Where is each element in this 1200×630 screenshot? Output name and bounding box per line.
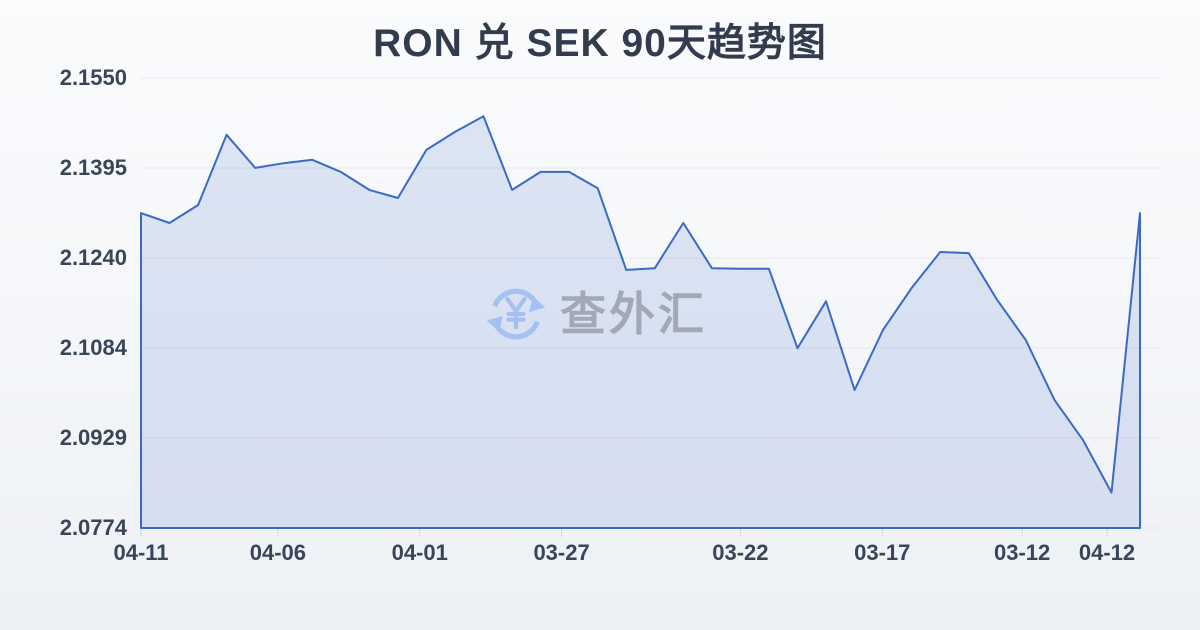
y-axis-label: 2.1395 [59, 155, 127, 180]
x-axis-label: 03-12 [993, 540, 1051, 565]
currency-exchange-icon [486, 288, 546, 340]
chart-title: RON 兑 SEK 90天趋势图 [373, 22, 827, 65]
x-axis-label: 04-12 [1078, 540, 1136, 565]
x-axis-label: 03-17 [854, 540, 911, 565]
series-area-ron-sek [140, 115, 1141, 529]
watermark-text: 查外汇 [560, 288, 707, 340]
watermark: 查外汇 [483, 281, 707, 347]
x-axis-label: 04-01 [391, 540, 448, 565]
x-axis-label: 03-22 [712, 540, 769, 565]
y-axis-label: 2.0929 [59, 425, 127, 450]
x-axis-label: 04-06 [249, 540, 306, 565]
y-axis-label: 2.1240 [59, 245, 127, 270]
y-axis-label: 2.1084 [59, 335, 127, 360]
y-axis-label: 2.0774 [59, 515, 127, 540]
y-axis-label: 2.1550 [59, 65, 127, 90]
x-axis-label: 04-11 [113, 540, 169, 565]
x-axis-label: 03-27 [533, 540, 590, 565]
